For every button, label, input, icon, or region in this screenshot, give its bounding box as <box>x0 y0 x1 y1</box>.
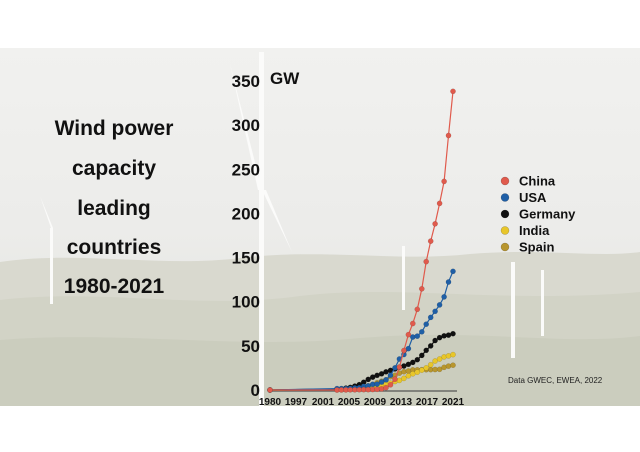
legend-swatch <box>500 209 510 219</box>
data-point <box>445 279 452 285</box>
x-tick-label: 2013 <box>390 397 413 408</box>
legend-label: Germany <box>519 207 576 222</box>
data-point <box>383 376 389 383</box>
data-point <box>387 381 394 388</box>
data-point <box>418 367 425 373</box>
data-point <box>423 364 430 371</box>
data-point <box>405 372 412 379</box>
y-tick-label: 0 <box>251 381 260 400</box>
data-point <box>450 88 456 95</box>
legend-label: China <box>519 174 556 189</box>
x-tick-label: 2017 <box>416 397 439 408</box>
x-tick-label: 2005 <box>338 397 361 408</box>
data-point <box>383 384 389 391</box>
y-unit-label: GW <box>270 69 300 88</box>
data-point <box>414 306 421 313</box>
data-point <box>378 379 385 385</box>
x-tick-label: 2021 <box>442 397 465 408</box>
data-point <box>405 345 412 352</box>
y-tick-label: 350 <box>232 72 260 91</box>
legend-swatch <box>500 176 510 186</box>
data-point <box>427 343 434 349</box>
data-point <box>427 238 434 244</box>
data-point <box>432 308 438 315</box>
data-point <box>409 359 416 366</box>
series-china <box>267 88 456 393</box>
data-point <box>409 320 416 327</box>
data-point <box>405 361 412 368</box>
data-point <box>414 369 421 376</box>
wind-turbines <box>40 52 544 406</box>
data-point <box>405 331 412 338</box>
data-point <box>427 314 434 321</box>
source-note: Data GWEC, EWEA, 2022 <box>508 376 603 385</box>
series-usa <box>267 268 456 393</box>
data-point <box>436 302 443 308</box>
data-point <box>445 363 452 369</box>
background-landscape <box>0 48 640 406</box>
x-tick-label: 1980 <box>259 397 282 408</box>
title-line: 1980-2021 <box>63 275 165 298</box>
data-point <box>432 220 438 227</box>
y-tick-label: 150 <box>232 249 260 268</box>
y-axis: 0 50 100 150 200 250 300 350 <box>232 72 260 400</box>
data-point <box>423 258 430 265</box>
data-point <box>432 358 438 364</box>
y-tick-label: 50 <box>241 337 260 356</box>
legend-label: India <box>519 223 550 238</box>
data-point <box>378 370 385 377</box>
legend-label: Spain <box>519 240 554 255</box>
data-point <box>427 361 434 368</box>
data-point <box>450 351 456 358</box>
legend-swatch <box>500 193 510 202</box>
data-point <box>450 268 456 275</box>
data-point <box>441 294 447 300</box>
data-point <box>432 337 438 344</box>
title-line: leading <box>77 197 151 220</box>
data-point <box>436 334 443 341</box>
legend-swatch <box>500 242 510 252</box>
data-point <box>267 387 273 393</box>
data-point <box>436 366 443 373</box>
data-point <box>365 376 372 383</box>
data-point <box>436 356 443 362</box>
title-line: capacity <box>71 157 157 180</box>
data-point <box>418 328 425 335</box>
data-point <box>401 347 407 354</box>
data-point <box>418 285 425 292</box>
y-tick-label: 200 <box>232 204 260 223</box>
data-point <box>396 364 403 371</box>
data-point <box>441 178 447 185</box>
data-point <box>392 376 398 383</box>
data-point <box>445 132 452 139</box>
title-line: countries <box>66 236 162 259</box>
legend-label: USA <box>519 190 547 205</box>
x-tick-label: 2009 <box>364 397 387 408</box>
data-point <box>387 372 394 379</box>
y-tick-label: 250 <box>232 160 260 179</box>
data-point <box>436 200 443 207</box>
title-line: Wind power <box>54 117 174 140</box>
x-tick-label: 2001 <box>312 397 335 408</box>
y-tick-label: 100 <box>232 293 260 312</box>
data-point <box>423 347 430 354</box>
y-tick-label: 300 <box>232 116 260 135</box>
data-point <box>414 333 421 339</box>
plot-area <box>267 88 456 393</box>
data-point <box>418 352 425 359</box>
data-point <box>450 362 456 369</box>
data-point <box>450 330 456 337</box>
data-point <box>414 356 421 363</box>
legend-swatch <box>500 226 510 235</box>
data-point <box>401 375 407 382</box>
x-tick-label: 1997 <box>285 397 308 408</box>
data-point <box>423 321 430 328</box>
